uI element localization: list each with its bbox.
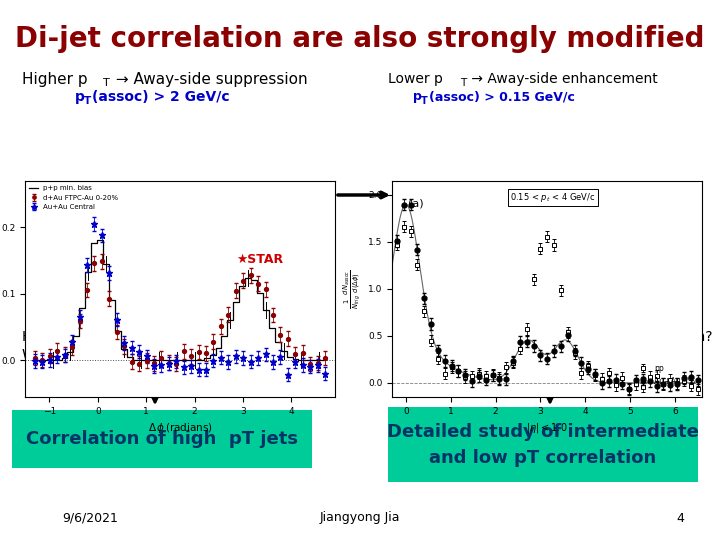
p+p min. bias <box>268 325 276 332</box>
p+p min. bias <box>155 357 163 363</box>
p+p min. bias <box>297 356 306 363</box>
X-axis label: $|\eta|<1.0$: $|\eta|<1.0$ <box>526 421 568 435</box>
p+p min. bias <box>244 274 253 281</box>
p+p min. bias <box>202 355 211 361</box>
p+p min. bias <box>274 339 282 346</box>
p+p min. bias <box>84 268 92 275</box>
p+p min. bias <box>226 317 235 323</box>
Y-axis label: $\frac{1}{N_{trig}}\frac{dN_{assoc}}{d(\Delta\phi)}$: $\frac{1}{N_{trig}}\frac{dN_{assoc}}{d(\… <box>341 269 363 309</box>
Text: 9/6/2021: 9/6/2021 <box>62 511 118 524</box>
p+p min. bias <box>250 277 258 284</box>
p+p min. bias <box>208 352 217 358</box>
Text: Lower p: Lower p <box>388 72 443 86</box>
Text: (assoc) > 0.15 GeV/c: (assoc) > 0.15 GeV/c <box>429 90 575 103</box>
p+p min. bias <box>232 299 240 305</box>
p+p min. bias <box>138 357 146 363</box>
FancyBboxPatch shape <box>388 407 698 482</box>
Line: p+p min. bias: p+p min. bias <box>35 240 325 360</box>
Text: How opaque is the medium?: How opaque is the medium? <box>22 330 220 344</box>
Text: T: T <box>421 96 428 106</box>
Text: and low pT correlation: and low pT correlation <box>429 449 657 467</box>
Text: → Away-side suppression: → Away-side suppression <box>111 72 307 87</box>
FancyBboxPatch shape <box>12 410 312 468</box>
p+p min. bias <box>149 357 158 363</box>
p+p min. bias <box>309 357 318 363</box>
p+p min. bias <box>90 240 99 246</box>
p+p min. bias <box>37 357 45 363</box>
p+p min. bias <box>78 305 86 312</box>
p+p min. bias <box>114 328 122 334</box>
p+p min. bias <box>167 357 176 363</box>
p+p min. bias <box>220 333 229 340</box>
p+p min. bias <box>143 357 152 363</box>
p+p min. bias <box>125 354 134 360</box>
Text: (a): (a) <box>408 199 423 209</box>
p+p min. bias <box>60 355 69 361</box>
p+p min. bias <box>279 348 288 355</box>
p+p min. bias <box>256 289 264 296</box>
Text: Correlation of high  pT jets: Correlation of high pT jets <box>26 430 298 448</box>
p+p min. bias <box>107 296 116 303</box>
p+p min. bias <box>261 307 270 314</box>
Text: T: T <box>103 78 109 88</box>
p+p min. bias <box>191 357 199 363</box>
Text: How the energy is distributed to the medium?: How the energy is distributed to the med… <box>393 330 713 344</box>
Text: 4: 4 <box>676 511 684 524</box>
p+p min. bias <box>303 357 312 363</box>
Text: Jiangyong Jia: Jiangyong Jia <box>320 511 400 524</box>
p+p min. bias <box>179 357 187 363</box>
p+p min. bias <box>197 356 205 363</box>
p+p min. bias <box>54 356 63 363</box>
Text: T: T <box>460 78 467 88</box>
p+p min. bias <box>30 357 39 363</box>
p+p min. bias <box>42 357 51 363</box>
Text: Di-jet correlation are also strongly modified: Di-jet correlation are also strongly mod… <box>15 25 705 53</box>
Text: 0.15 < $p_t$ < 4 GeV/c: 0.15 < $p_t$ < 4 GeV/c <box>510 191 595 204</box>
p+p min. bias <box>96 237 104 243</box>
Legend: pp, Au+Au 5%: pp, Au+Au 5% <box>636 361 698 389</box>
p+p min. bias <box>285 353 294 360</box>
p+p min. bias <box>238 283 246 289</box>
p+p min. bias <box>131 356 140 363</box>
p+p min. bias <box>173 357 181 363</box>
p+p min. bias <box>102 260 110 267</box>
p+p min. bias <box>315 357 323 363</box>
p+p min. bias <box>66 348 75 355</box>
p+p min. bias <box>214 345 222 351</box>
Text: T: T <box>84 96 91 106</box>
Text: Higher p: Higher p <box>22 72 88 87</box>
Text: What is the fate of very high pT jets?: What is the fate of very high pT jets? <box>22 348 279 362</box>
Text: p: p <box>413 90 422 103</box>
Text: (assoc) > 2 GeV/c: (assoc) > 2 GeV/c <box>92 90 230 104</box>
Text: ★STAR: ★STAR <box>235 253 283 266</box>
p+p min. bias <box>161 357 169 363</box>
p+p min. bias <box>291 356 300 362</box>
Text: → Away-side enhancement: → Away-side enhancement <box>467 72 658 86</box>
p+p min. bias <box>72 333 81 340</box>
Text: Detailed study of intermediate: Detailed study of intermediate <box>387 423 699 441</box>
p+p min. bias <box>48 357 57 363</box>
p+p min. bias <box>184 357 193 363</box>
Legend: p+p min. bias, d+Au FTPC-Au 0-20%, Au+Au Central: p+p min. bias, d+Au FTPC-Au 0-20%, Au+Au… <box>27 183 121 213</box>
p+p min. bias <box>120 346 128 353</box>
p+p min. bias <box>321 357 330 363</box>
Text: p: p <box>75 90 85 104</box>
X-axis label: $\Delta\,\phi\,$(radians): $\Delta\,\phi\,$(radians) <box>148 421 212 435</box>
